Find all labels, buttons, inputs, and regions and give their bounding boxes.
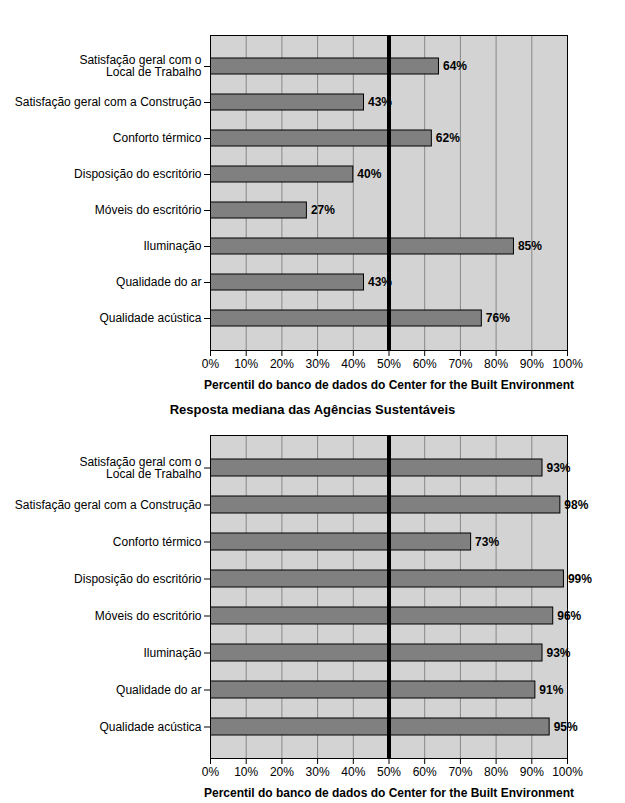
svg-text:Iluminação: Iluminação: [143, 646, 201, 660]
svg-text:99%: 99%: [568, 572, 592, 586]
svg-text:90%: 90%: [520, 765, 544, 779]
svg-text:Disposição do escritório: Disposição do escritório: [74, 167, 202, 181]
svg-text:70%: 70%: [448, 765, 472, 779]
svg-text:50%: 50%: [377, 765, 401, 779]
svg-text:27%: 27%: [311, 203, 335, 217]
svg-text:91%: 91%: [539, 683, 563, 697]
svg-text:90%: 90%: [520, 357, 544, 371]
svg-text:40%: 40%: [341, 765, 365, 779]
svg-text:93%: 93%: [547, 646, 571, 660]
svg-text:30%: 30%: [306, 765, 330, 779]
svg-text:Satisfação geral com a Constru: Satisfação geral com a Construção: [15, 95, 202, 109]
svg-text:70%: 70%: [448, 357, 472, 371]
svg-text:73%: 73%: [475, 535, 499, 549]
svg-text:40%: 40%: [357, 167, 381, 181]
svg-text:98%: 98%: [564, 498, 588, 512]
svg-text:Disposição do escritório: Disposição do escritório: [74, 572, 202, 586]
svg-text:76%: 76%: [486, 311, 510, 325]
svg-text:62%: 62%: [436, 131, 460, 145]
svg-text:Móveis do escritório: Móveis do escritório: [95, 609, 202, 623]
svg-text:85%: 85%: [518, 239, 542, 253]
svg-text:Percentil do banco de dados do: Percentil do banco de dados do Center fo…: [204, 378, 574, 392]
svg-text:10%: 10%: [234, 765, 258, 779]
svg-text:30%: 30%: [306, 357, 330, 371]
svg-text:80%: 80%: [484, 357, 508, 371]
svg-text:20%: 20%: [270, 357, 294, 371]
svg-text:43%: 43%: [368, 275, 392, 289]
svg-text:Percentil do banco de dados do: Percentil do banco de dados do Center fo…: [204, 786, 574, 800]
svg-text:Satisfação geral com oLocal de: Satisfação geral com oLocal de Trabalho: [79, 53, 201, 79]
svg-text:96%: 96%: [557, 609, 581, 623]
svg-text:100%: 100%: [552, 765, 583, 779]
svg-text:50%: 50%: [377, 357, 401, 371]
svg-text:Satisfação geral com a Constru: Satisfação geral com a Construção: [15, 498, 202, 512]
svg-text:93%: 93%: [547, 461, 571, 475]
svg-text:Qualidade acústica: Qualidade acústica: [99, 311, 201, 325]
svg-text:0%: 0%: [202, 765, 220, 779]
svg-text:64%: 64%: [443, 59, 467, 73]
svg-text:60%: 60%: [413, 357, 437, 371]
svg-text:20%: 20%: [270, 765, 294, 779]
svg-text:Satisfação geral com oLocal de: Satisfação geral com oLocal de Trabalho: [79, 455, 201, 481]
svg-text:Conforto térmico: Conforto térmico: [113, 535, 202, 549]
svg-text:40%: 40%: [341, 357, 365, 371]
svg-text:Móveis do escritório: Móveis do escritório: [95, 203, 202, 217]
svg-text:60%: 60%: [413, 765, 437, 779]
svg-text:Qualidade do ar: Qualidade do ar: [116, 275, 201, 289]
svg-text:Qualidade acústica: Qualidade acústica: [99, 720, 201, 734]
svg-text:Qualidade do ar: Qualidade do ar: [116, 683, 201, 697]
svg-text:43%: 43%: [368, 95, 392, 109]
svg-text:0%: 0%: [202, 357, 220, 371]
svg-text:Iluminação: Iluminação: [143, 239, 201, 253]
svg-text:Conforto térmico: Conforto térmico: [113, 131, 202, 145]
svg-text:95%: 95%: [554, 720, 578, 734]
svg-text:80%: 80%: [484, 765, 508, 779]
svg-text:10%: 10%: [234, 357, 258, 371]
svg-text:100%: 100%: [552, 357, 583, 371]
html-text:Resposta mediana das Agências: Resposta mediana das Agências Sustentáve…: [169, 402, 456, 417]
